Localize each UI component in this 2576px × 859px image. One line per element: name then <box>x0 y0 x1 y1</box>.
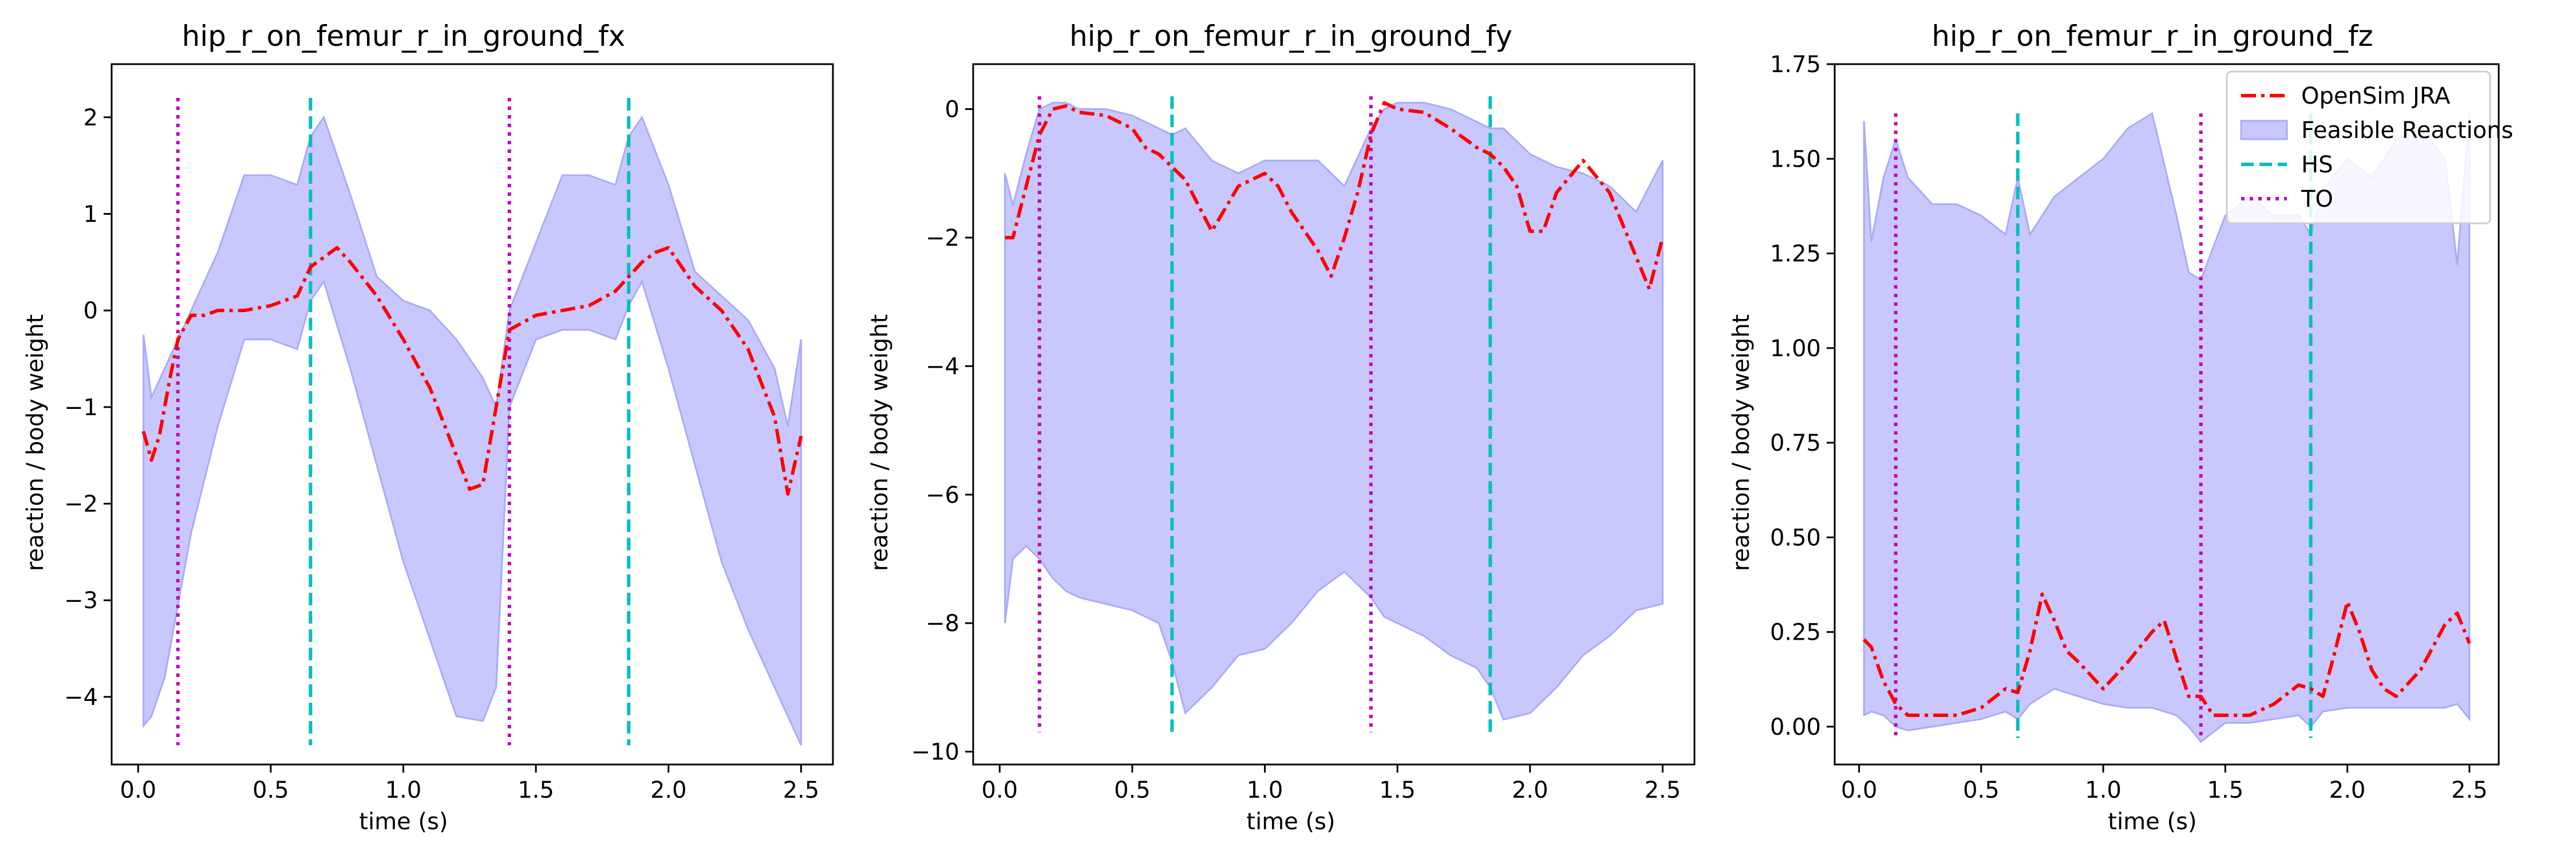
panel-fz: hip_r_on_femur_r_in_ground_fz time (s) r… <box>1728 19 2513 835</box>
x-tick-label: 1.0 <box>385 777 422 803</box>
y-axis-label: reaction / body weight <box>22 314 49 572</box>
x-tick-label: 1.5 <box>517 777 554 803</box>
x-tick-label: 1.0 <box>2085 777 2121 803</box>
y-tick-label: −8 <box>926 610 959 637</box>
axes-frame <box>972 63 1696 766</box>
panel-fx: hip_r_on_femur_r_in_ground_fx time (s) r… <box>22 19 834 835</box>
x-axis-label: time (s) <box>1246 809 1335 835</box>
x-tick-label: 2.5 <box>1645 777 1681 803</box>
legend-label: HS <box>2301 152 2333 178</box>
panel-fy: hip_r_on_femur_r_in_ground_fy time (s) r… <box>867 19 1696 835</box>
y-tick-label: 1 <box>84 201 98 227</box>
y-tick-label: 0.00 <box>1770 714 1821 740</box>
x-tick-label: 1.0 <box>1247 777 1283 803</box>
y-tick-label: −2 <box>926 225 959 251</box>
y-tick-label: 0.75 <box>1770 430 1821 456</box>
opensim-jra-line <box>1005 101 1665 291</box>
panel-title: hip_r_on_femur_r_in_ground_fz <box>1931 19 2373 53</box>
x-tick-label: 2.0 <box>2329 777 2366 803</box>
legend-swatch-band <box>2240 120 2288 140</box>
y-tick-label: 0.25 <box>1770 620 1821 646</box>
x-tick-label: 0.0 <box>120 777 157 803</box>
x-tick-label: 2.0 <box>1512 777 1548 803</box>
y-tick-label: 2 <box>84 105 98 131</box>
legend-label: OpenSim JRA <box>2301 83 2451 109</box>
x-tick-label: 0.0 <box>1841 777 1878 803</box>
x-tick-label: 0.0 <box>982 777 1018 803</box>
y-tick-label: −2 <box>64 491 98 518</box>
panel-title: hip_r_on_femur_r_in_ground_fy <box>1069 19 1512 53</box>
x-tick-label: 0.5 <box>1963 777 2000 803</box>
x-tick-label: 0.5 <box>1114 777 1151 803</box>
feasible-reactions-band <box>1863 112 2471 743</box>
y-tick-label: −10 <box>911 739 959 766</box>
y-tick-label: 1.25 <box>1770 241 1821 267</box>
opensim-jra-line <box>141 246 803 496</box>
feasible-reactions-band <box>143 115 802 746</box>
legend: OpenSim JRA Feasible Reactions HS TO <box>2226 70 2513 224</box>
axes-frame <box>110 63 834 766</box>
y-axis-label: reaction / body weight <box>1728 314 1755 572</box>
x-tick-label: 0.5 <box>252 777 289 803</box>
legend-box <box>2226 70 2491 224</box>
legend-label: TO <box>2301 186 2333 212</box>
x-tick-label: 2.5 <box>2451 777 2488 803</box>
legend-label: Feasible Reactions <box>2301 117 2513 144</box>
y-tick-label: 1.00 <box>1770 336 1821 362</box>
x-tick-label: 2.0 <box>650 777 687 803</box>
y-tick-label: 0 <box>945 97 959 123</box>
x-tick-label: 1.5 <box>2207 777 2244 803</box>
y-tick-label: −1 <box>64 395 98 421</box>
y-axis-label: reaction / body weight <box>867 314 893 572</box>
axes-frame <box>1834 63 2500 766</box>
x-axis-label: time (s) <box>359 809 448 835</box>
y-tick-label: −4 <box>926 353 959 380</box>
y-tick-label: 0.50 <box>1770 525 1821 551</box>
panel-title: hip_r_on_femur_r_in_ground_fx <box>182 19 626 53</box>
opensim-jra-line <box>1863 592 2471 718</box>
y-tick-label: 0 <box>84 298 98 324</box>
feasible-reactions-band <box>1004 101 1664 721</box>
y-tick-label: 1.50 <box>1770 146 1821 172</box>
y-tick-label: −4 <box>64 684 98 711</box>
x-tick-label: 2.5 <box>783 777 820 803</box>
y-tick-label: −6 <box>926 482 959 509</box>
x-axis-label: time (s) <box>2108 809 2196 835</box>
y-tick-label: −3 <box>64 588 98 614</box>
x-tick-label: 1.5 <box>1379 777 1416 803</box>
y-tick-label: 1.75 <box>1770 52 1821 78</box>
